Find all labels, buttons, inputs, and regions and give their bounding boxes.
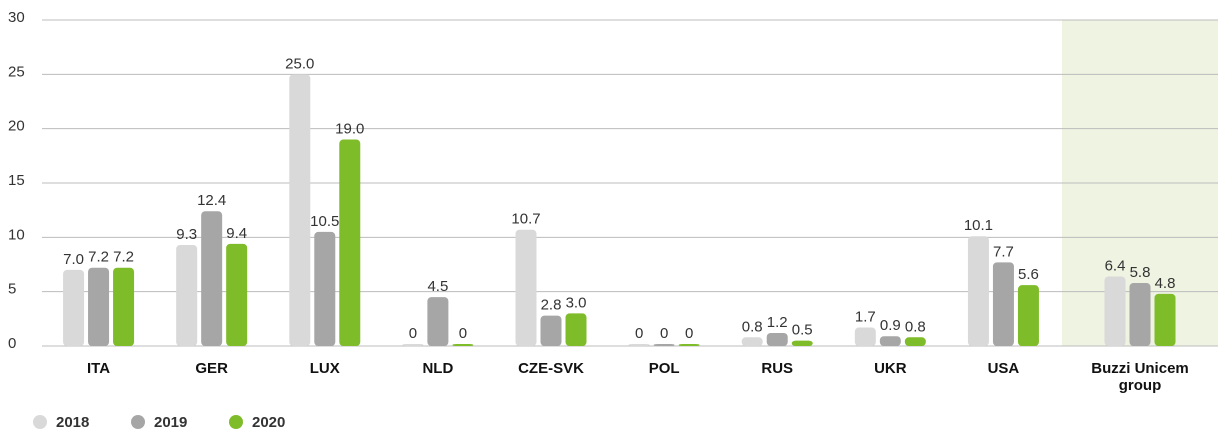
value-label: 5.6 (1018, 266, 1039, 283)
y-tick-label: 10 (8, 226, 25, 243)
legend-label: 2020 (252, 414, 285, 431)
x-tick-label: USA (987, 360, 1020, 377)
value-label: 7.7 (993, 243, 1014, 260)
bar (967, 236, 989, 346)
value-label: 10.5 (310, 213, 339, 230)
value-label: 0 (409, 325, 417, 342)
value-label: 19.0 (335, 121, 364, 138)
bar (678, 344, 700, 346)
x-tick-label: ITA (87, 360, 111, 377)
y-tick-label: 0 (8, 335, 16, 352)
x-tick-label: GER (195, 360, 228, 377)
x-tick-label: LUX (309, 360, 340, 377)
bar (314, 231, 336, 346)
bar (113, 267, 135, 346)
x-tick-label: RUS (761, 360, 794, 377)
value-label: 7.2 (88, 249, 109, 266)
legend-swatch (33, 415, 47, 429)
value-label: 5.8 (1130, 264, 1151, 281)
value-label: 10.1 (964, 217, 993, 234)
bar (427, 297, 449, 346)
bar (1154, 293, 1176, 346)
value-label: 4.5 (427, 278, 448, 295)
bar (854, 327, 876, 346)
bar (766, 332, 788, 346)
bar (628, 344, 650, 346)
bar (565, 313, 587, 346)
bar (226, 243, 248, 346)
value-label: 1.7 (855, 308, 876, 325)
bar (339, 139, 361, 346)
bar (741, 337, 763, 346)
bar (540, 315, 562, 346)
bar (88, 267, 110, 346)
x-tick-label: POL (648, 360, 680, 377)
bar (452, 344, 474, 346)
value-label: 12.4 (197, 192, 226, 209)
bar (1017, 285, 1039, 346)
x-tick-label: NLD (422, 360, 454, 377)
value-label: 0 (660, 325, 668, 342)
value-label: 6.4 (1105, 257, 1126, 274)
bar (1129, 282, 1151, 346)
value-label: 2.8 (541, 297, 562, 314)
bar (992, 262, 1014, 346)
value-label: 7.2 (113, 249, 134, 266)
bar (176, 244, 198, 346)
y-tick-label: 25 (8, 63, 25, 80)
bar (879, 336, 901, 346)
value-label: 3.0 (566, 294, 587, 311)
bar (1104, 276, 1126, 346)
value-label: 0.9 (880, 317, 901, 334)
value-label: 0 (635, 325, 643, 342)
value-label: 0.5 (792, 322, 813, 339)
bar (63, 269, 85, 346)
bar (515, 229, 537, 346)
legend-label: 2019 (154, 414, 187, 431)
bar (791, 340, 813, 346)
bar (904, 337, 926, 346)
y-tick-label: 20 (8, 118, 25, 135)
bar (653, 344, 675, 346)
bar (402, 344, 424, 346)
legend-swatch (131, 415, 145, 429)
y-tick-label: 5 (8, 281, 16, 298)
value-label: 0 (685, 325, 693, 342)
legend-swatch (229, 415, 243, 429)
value-label: 7.0 (63, 251, 84, 268)
y-tick-label: 15 (8, 172, 25, 189)
value-label: 0.8 (905, 318, 926, 335)
bar (201, 211, 223, 346)
value-label: 4.8 (1155, 275, 1176, 292)
value-label: 10.7 (511, 211, 540, 228)
value-label: 9.4 (226, 225, 247, 242)
legend-label: 2018 (56, 414, 89, 431)
bar (289, 74, 311, 346)
value-label: 0 (459, 325, 467, 342)
y-tick-label: 30 (8, 9, 25, 26)
value-label: 9.3 (176, 226, 197, 243)
value-label: 25.0 (285, 55, 314, 72)
value-label: 1.2 (767, 314, 788, 331)
x-tick-label: UKR (874, 360, 907, 377)
x-tick-label: CZE-SVK (518, 360, 584, 377)
x-tick-label: Buzzi Unicem group (1091, 360, 1189, 394)
value-label: 0.8 (742, 318, 763, 335)
